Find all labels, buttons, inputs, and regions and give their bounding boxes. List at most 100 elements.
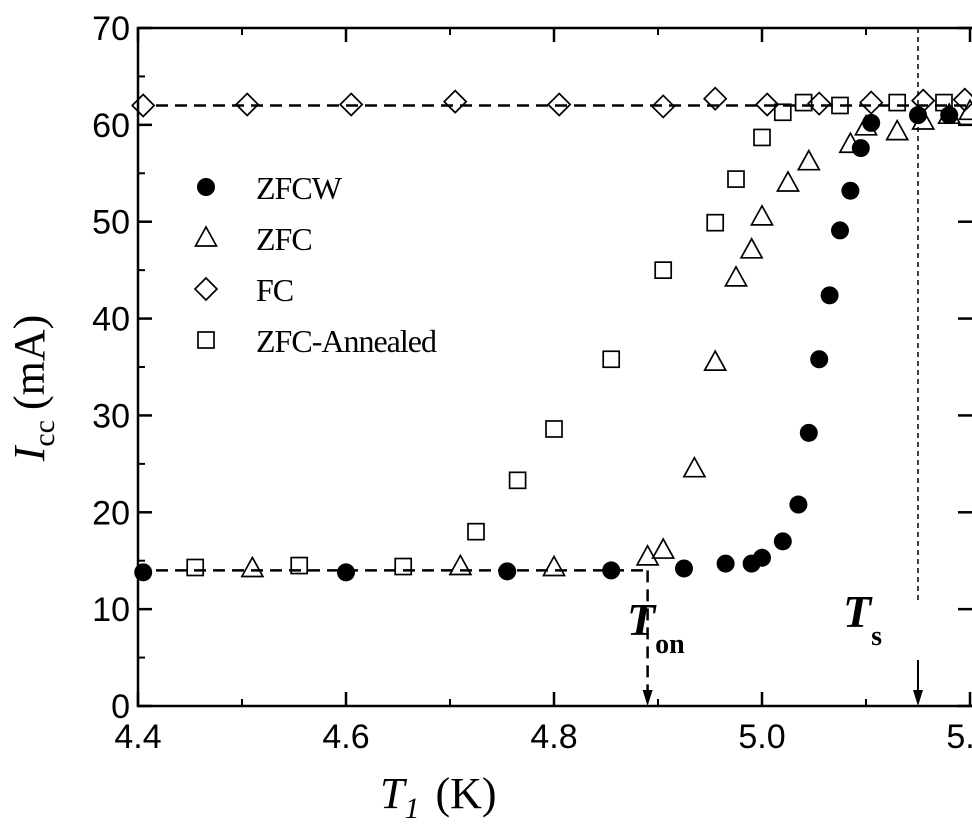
data-point-zfc-annealed	[888, 93, 907, 112]
data-point-zfc-annealed	[706, 213, 725, 232]
annotation-main: T	[843, 586, 873, 637]
series-fc	[130, 86, 972, 119]
data-point-zfcw	[602, 561, 621, 580]
data-point-zfc	[682, 455, 707, 478]
t-s-arrowhead	[913, 690, 923, 706]
data-point-zfcw	[789, 495, 808, 514]
y-tick-label: 30	[92, 397, 130, 435]
data-point-zfcw	[716, 554, 735, 573]
data-point-zfc-annealed	[467, 522, 485, 541]
data-point-zfc	[448, 553, 473, 576]
data-point-zfc	[542, 554, 566, 577]
annotation-main: T	[627, 594, 657, 645]
legend-label-zfc: ZFC	[256, 221, 312, 257]
legend-marker-fc	[193, 276, 219, 302]
data-point-zfc-annealed	[290, 556, 309, 575]
legend-marker-zfcw	[197, 178, 215, 196]
data-point-zfcw	[753, 548, 771, 567]
data-point-fc	[130, 93, 156, 118]
data-point-zfcw	[841, 181, 860, 200]
series-zfcw	[134, 106, 959, 582]
x-axis-label-sub: 1	[404, 792, 419, 825]
x-axis-label-unit: (K)	[435, 769, 496, 818]
data-point-fc	[702, 86, 728, 111]
y-tick-label: 0	[111, 688, 130, 726]
data-point-zfc-annealed	[602, 350, 621, 369]
data-point-zfc-annealed	[831, 96, 849, 115]
y-tick-label: 10	[92, 591, 130, 629]
data-point-zfc-annealed	[727, 170, 745, 188]
data-point-zfcw	[799, 423, 818, 442]
x-axis-label-main: T	[380, 769, 408, 818]
data-point-zfc	[635, 544, 660, 566]
data-point-zfcw	[134, 563, 153, 582]
data-point-zfc	[739, 237, 764, 259]
data-point-fc	[650, 94, 676, 119]
x-tick-label: 4.8	[530, 718, 577, 756]
data-point-zfc	[885, 118, 910, 141]
y-axis-label-unit: (mA)	[5, 315, 54, 410]
reference-lines	[156, 28, 972, 706]
data-point-fc	[754, 92, 780, 117]
data-point-fc	[858, 90, 884, 115]
y-tick-label: 20	[92, 494, 130, 532]
data-point-zfcw	[810, 350, 829, 369]
data-point-zfcw	[820, 286, 839, 305]
data-point-zfc	[776, 170, 800, 192]
y-tick-label: 70	[92, 10, 130, 48]
y-axis-label-sub: cc	[28, 420, 61, 447]
legend-marker-zfc-annealed	[197, 331, 215, 349]
data-point-zfc	[651, 537, 676, 559]
y-tick-label: 40	[92, 301, 130, 339]
t-s-annotation: Ts	[843, 586, 882, 652]
data-point-fc	[952, 87, 972, 112]
t-on-annotation: Ton	[627, 594, 685, 660]
legend-label-fc: FC	[256, 272, 293, 308]
data-point-fc	[234, 92, 260, 117]
data-point-zfc	[724, 265, 748, 287]
data-point-zfc	[958, 98, 972, 121]
legend: ZFCW ZFC FC ZFC-Annealed	[193, 170, 438, 359]
x-tick-label: 4.4	[114, 718, 161, 756]
data-point-zfc-annealed	[545, 420, 563, 438]
data-point-zfc-annealed	[654, 261, 673, 279]
y-axis-label-main: I	[5, 444, 54, 462]
data-point-zfc-annealed	[394, 557, 413, 576]
data-point-zfc	[750, 204, 774, 226]
x-tick-label: 5.2	[946, 718, 972, 756]
annotation-sub: s	[871, 621, 882, 652]
y-axis-label-group: Icc (mA)	[5, 315, 61, 463]
data-point-fc	[546, 92, 572, 117]
tick-labels: 4.4 4.6 4.8 5.0 5.2 0 10 20 30 40 50 60 70	[92, 10, 972, 756]
y-tick-label: 60	[92, 107, 130, 145]
data-point-zfcw	[831, 221, 849, 240]
axis-ticks	[136, 26, 972, 708]
legend-marker-zfc	[194, 225, 218, 247]
data-point-zfcw	[773, 532, 792, 551]
data-points	[130, 86, 972, 582]
data-point-zfcw	[940, 106, 959, 125]
data-point-zfc	[703, 349, 728, 372]
data-point-zfcw	[851, 139, 870, 158]
t-on-arrowhead	[642, 690, 653, 706]
data-point-zfcw	[862, 113, 881, 132]
data-point-zfcw	[498, 562, 517, 581]
data-point-zfc-annealed	[773, 103, 792, 122]
legend-label-zfcw: ZFCW	[256, 170, 343, 206]
annotation-sub: on	[655, 629, 685, 660]
x-tick-label: 4.6	[322, 718, 369, 756]
data-point-fc	[338, 92, 364, 117]
x-axis-label: T1 (K)	[380, 769, 497, 825]
series-zfc	[240, 98, 972, 578]
data-point-zfc	[240, 555, 265, 578]
series-zfc-annealed	[186, 93, 953, 577]
legend-label-zfc-annealed: ZFC-Annealed	[256, 323, 437, 359]
data-point-zfcw	[675, 559, 693, 578]
data-point-zfc-annealed	[186, 558, 205, 577]
data-point-zfcw	[337, 563, 355, 582]
data-point-fc	[442, 89, 468, 114]
data-point-zfc	[796, 148, 821, 171]
y-tick-label: 50	[92, 204, 130, 242]
data-point-zfc-annealed	[753, 128, 771, 147]
